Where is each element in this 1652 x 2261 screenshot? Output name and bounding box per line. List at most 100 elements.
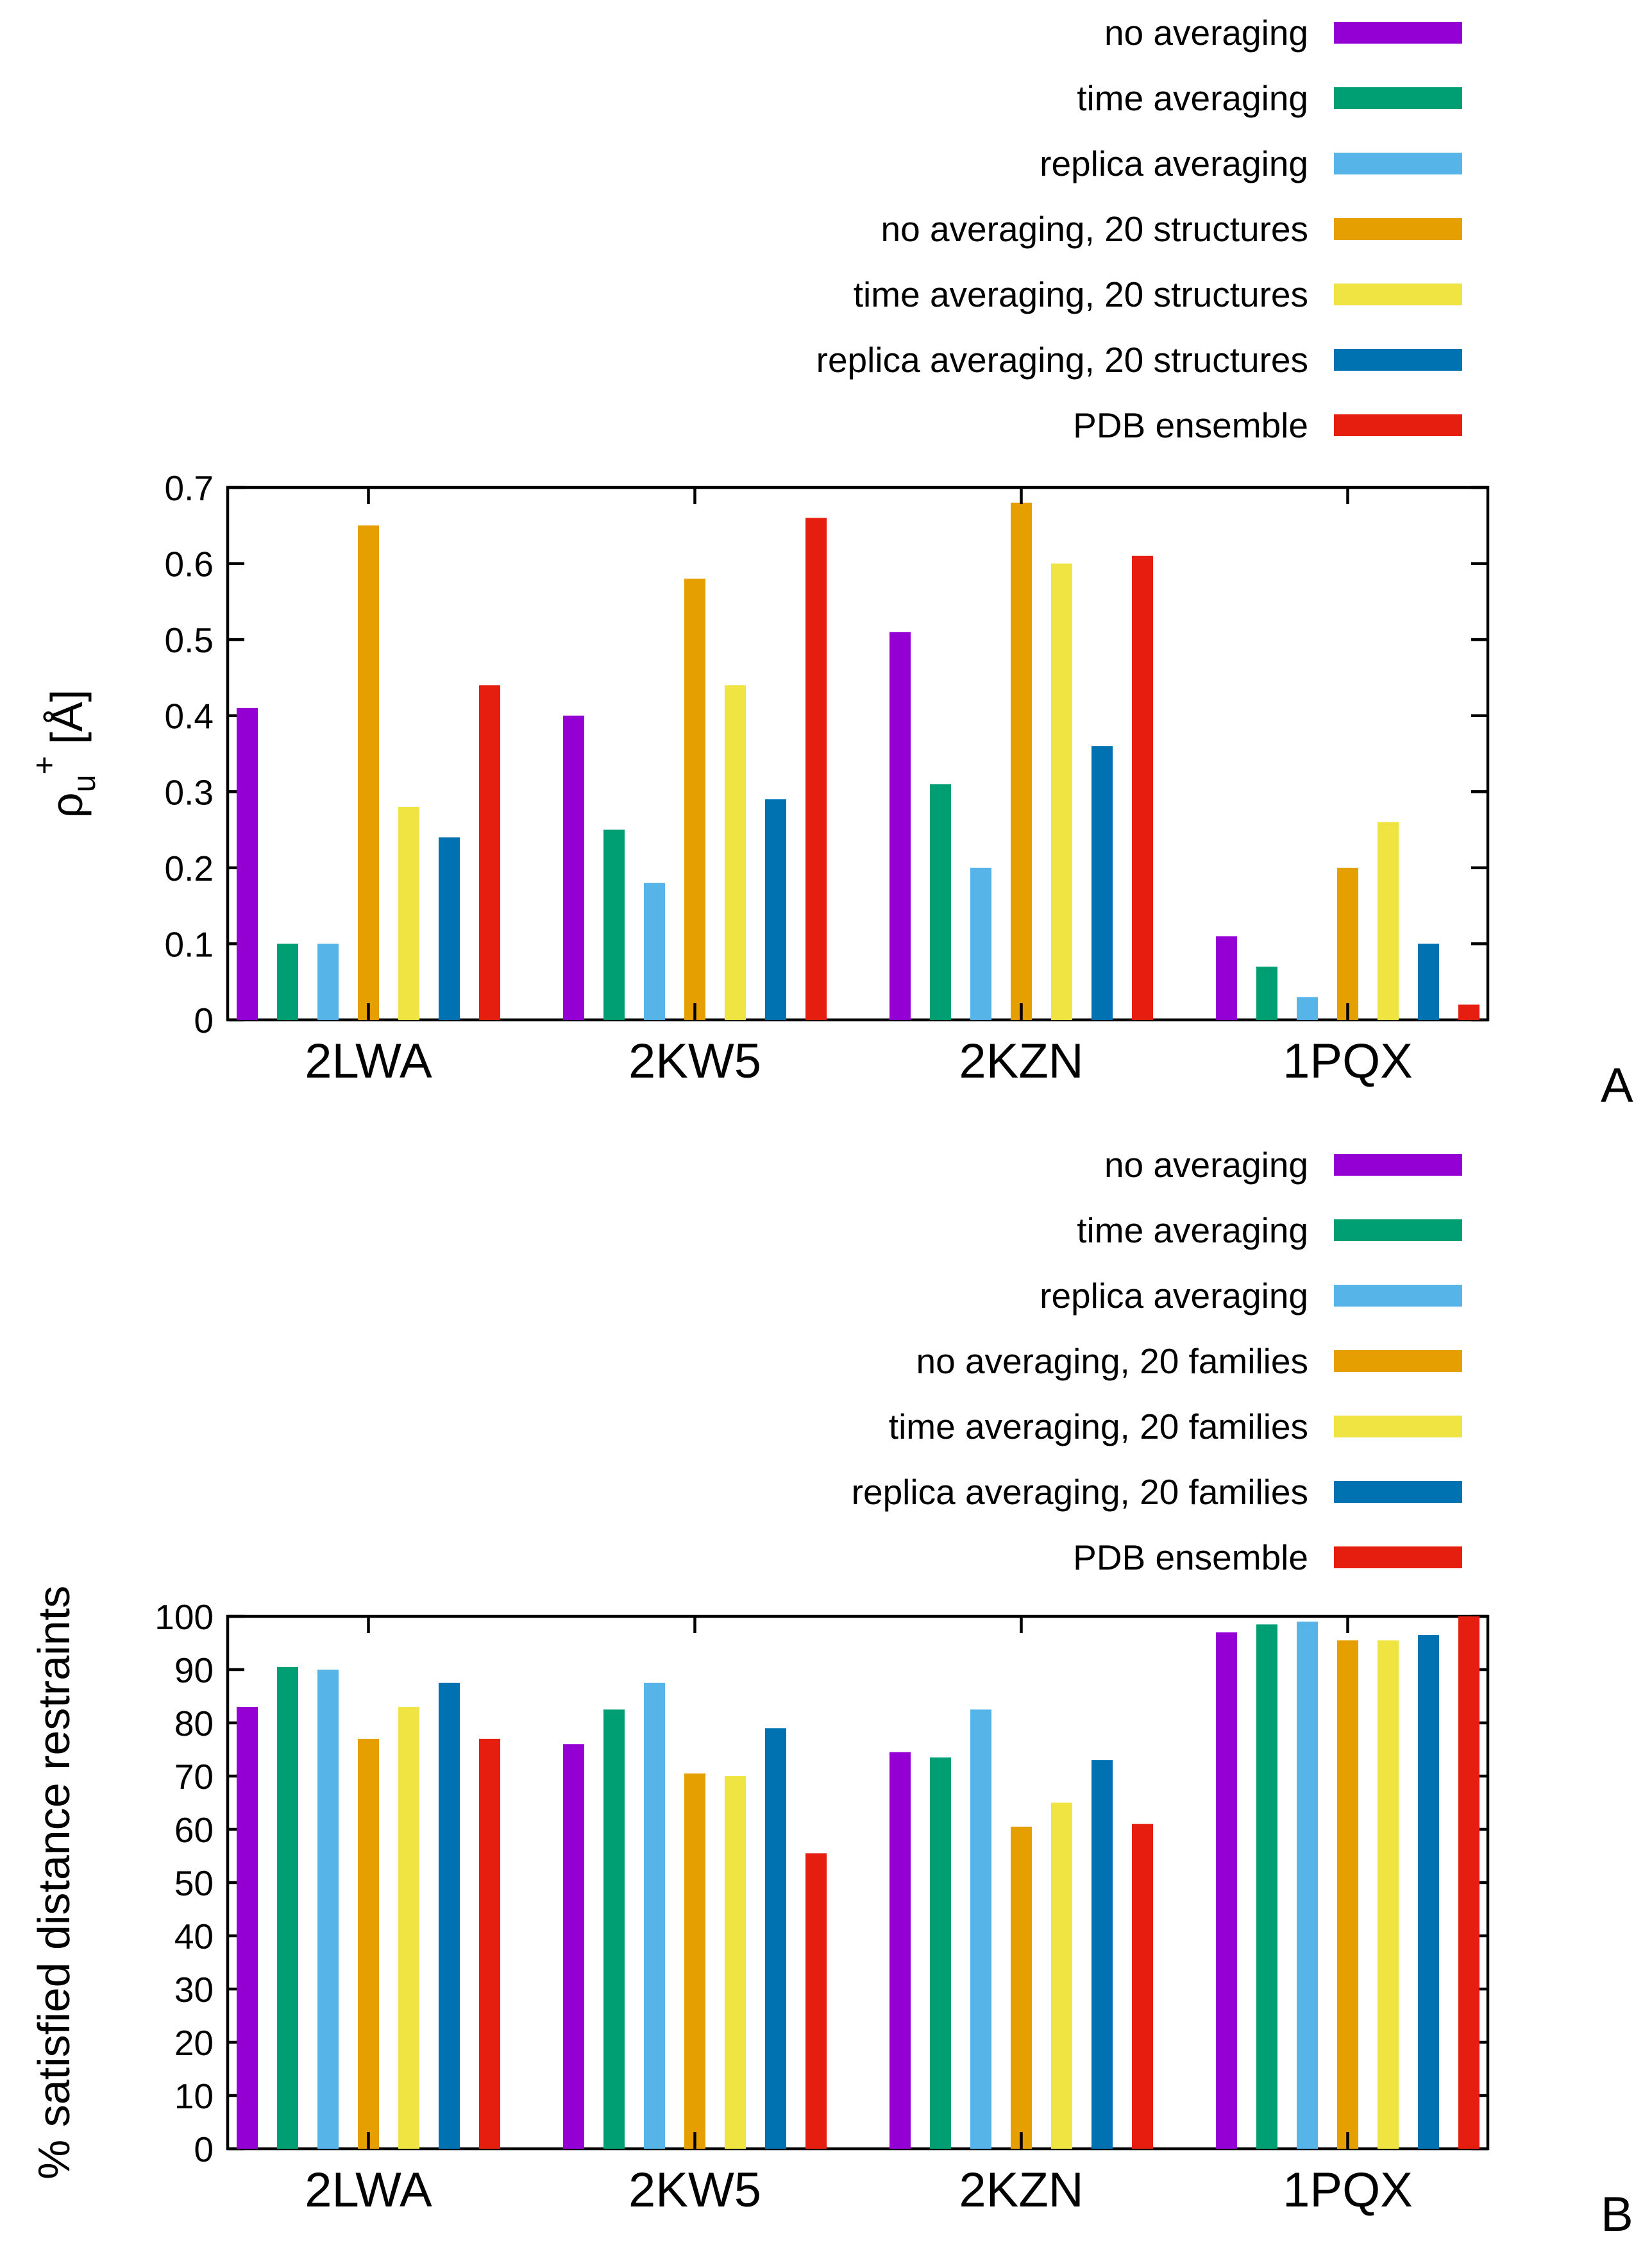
legend-swatch-a-3 — [1334, 218, 1462, 240]
x-tick-label-b-0: 2LWA — [305, 2163, 432, 2217]
y-tick-label-b-0: 0 — [194, 2130, 214, 2169]
bar-b-2KZN-4 — [1051, 1802, 1072, 2149]
bar-b-2LWA-3 — [358, 1738, 379, 2149]
legend-swatch-b-5 — [1334, 1481, 1462, 1503]
bar-b-2KW5-6 — [805, 1853, 827, 2149]
y-axis-title-a-sub: u — [66, 775, 102, 793]
y-tick-label-b-8: 80 — [174, 1704, 214, 1743]
bar-b-2KW5-3 — [684, 1773, 705, 2149]
panel-a: no averaging time averaging replica averag… — [26, 13, 1633, 1113]
x-axis-b: 2LWA 2KW5 2KZN 1PQX — [305, 1616, 1413, 2217]
x-tick-label-a-0: 2LWA — [305, 1034, 432, 1088]
y-tick-label-b-4: 40 — [174, 1917, 214, 1956]
bar-a-2KW5-6 — [805, 518, 827, 1020]
legend-swatch-b-0 — [1334, 1154, 1462, 1176]
legend-label-b-2: replica averaging — [1040, 1276, 1308, 1316]
y-tick-label-b-9: 90 — [174, 1650, 214, 1690]
bar-a-2KZN-4 — [1051, 563, 1072, 1020]
bar-a-1PQX-2 — [1297, 997, 1318, 1020]
bar-a-2KZN-2 — [970, 867, 991, 1020]
y-tick-label-b-7: 70 — [174, 1757, 214, 1797]
legend-label-b-4: time averaging, 20 families — [889, 1407, 1308, 1446]
y-axis-a: 0 0.1 0.2 0.3 0.4 0.5 0.6 0.7 — [165, 468, 1488, 1040]
legend-swatch-a-4 — [1334, 284, 1462, 305]
y-tick-label-a-3: 0.3 — [165, 772, 214, 812]
y-tick-label-a-6: 0.6 — [165, 545, 214, 584]
y-tick-label-a-7: 0.7 — [165, 468, 214, 508]
bar-a-2KZN-1 — [930, 784, 951, 1020]
bar-a-2KZN-3 — [1011, 502, 1032, 1020]
bar-a-1PQX-6 — [1458, 1004, 1479, 1020]
bar-b-2KZN-3 — [1011, 1826, 1032, 2149]
bar-b-2LWA-4 — [398, 1707, 419, 2149]
x-tick-label-b-1: 2KW5 — [628, 2163, 761, 2217]
y-tick-label-b-1: 10 — [174, 2076, 214, 2116]
legend-label-a-3: no averaging, 20 structures — [881, 209, 1309, 249]
bar-a-2KW5-4 — [725, 685, 746, 1020]
bar-b-1PQX-5 — [1418, 1635, 1439, 2149]
x-tick-label-b-3: 1PQX — [1283, 2163, 1413, 2217]
bars-a — [237, 502, 1479, 1020]
bar-b-2KZN-5 — [1092, 1760, 1113, 2149]
bar-a-2KZN-6 — [1132, 555, 1153, 1020]
bar-b-1PQX-2 — [1297, 1622, 1318, 2149]
legend-label-a-2: replica averaging — [1040, 144, 1308, 183]
bar-b-2KW5-2 — [644, 1682, 665, 2149]
y-tick-label-b-5: 50 — [174, 1863, 214, 1903]
bar-b-2KW5-4 — [725, 1776, 746, 2149]
legend-label-a-6: PDB ensemble — [1073, 405, 1308, 445]
bar-a-2LWA-2 — [317, 944, 339, 1020]
y-tick-label-a-5: 0.5 — [165, 620, 214, 660]
bar-a-1PQX-5 — [1418, 944, 1439, 1020]
y-tick-label-a-4: 0.4 — [165, 697, 214, 736]
legend-swatch-a-1 — [1334, 87, 1462, 109]
legend-swatch-a-2 — [1334, 153, 1462, 174]
legend-swatch-b-3 — [1334, 1350, 1462, 1372]
bar-b-2KZN-6 — [1132, 1824, 1153, 2149]
y-tick-label-a-0: 0 — [194, 1001, 214, 1040]
bar-a-1PQX-0 — [1216, 936, 1237, 1020]
bar-a-2KW5-1 — [603, 829, 625, 1020]
bar-a-2LWA-0 — [237, 707, 258, 1020]
legend-label-b-1: time averaging — [1077, 1210, 1308, 1250]
y-axis-title-a-symbol: ρ — [42, 792, 92, 818]
bar-b-1PQX-6 — [1458, 1616, 1479, 2149]
legend-swatch-b-4 — [1334, 1416, 1462, 1437]
panel-b: no averaging time averaging replica averag… — [29, 1145, 1633, 2242]
legend-swatch-b-2 — [1334, 1285, 1462, 1307]
bar-a-1PQX-3 — [1337, 867, 1358, 1020]
legend-swatch-a-6 — [1334, 414, 1462, 436]
bar-b-1PQX-4 — [1378, 1640, 1399, 2149]
legend-swatch-b-1 — [1334, 1219, 1462, 1241]
legend-label-b-5: replica averaging, 20 families — [852, 1472, 1308, 1512]
bars-b — [237, 1616, 1479, 2149]
x-axis-a: 2LWA 2KW5 2KZN 1PQX — [305, 487, 1413, 1088]
y-axis-title-a-sup: + — [26, 756, 62, 774]
bar-b-1PQX-3 — [1337, 1640, 1358, 2149]
bar-b-2KZN-2 — [970, 1709, 991, 2149]
legend-label-a-5: replica averaging, 20 structures — [816, 340, 1308, 380]
panel-label-b: B — [1601, 2187, 1633, 2242]
bar-a-2KW5-3 — [684, 579, 705, 1020]
bar-b-1PQX-0 — [1216, 1632, 1237, 2149]
bar-a-2LWA-3 — [358, 525, 379, 1020]
bar-a-2LWA-5 — [439, 837, 460, 1020]
bar-a-2KW5-0 — [563, 715, 584, 1020]
x-tick-label-a-3: 1PQX — [1283, 1034, 1413, 1088]
bar-a-1PQX-4 — [1378, 822, 1399, 1020]
bar-b-2KW5-1 — [603, 1709, 625, 2149]
panel-label-a: A — [1601, 1058, 1633, 1113]
legend-label-a-1: time averaging — [1077, 78, 1308, 118]
legend-a: no averaging time averaging replica averag… — [816, 13, 1462, 445]
legend-b: no averaging time averaging replica averag… — [852, 1145, 1462, 1577]
y-tick-label-b-6: 60 — [174, 1810, 214, 1850]
bar-b-2LWA-1 — [277, 1666, 298, 2149]
bar-b-2KW5-0 — [563, 1744, 584, 2149]
y-tick-label-b-3: 30 — [174, 1970, 214, 2010]
bar-b-2KZN-0 — [889, 1752, 911, 2149]
bar-b-2KZN-1 — [930, 1757, 951, 2149]
bar-a-2KZN-5 — [1092, 746, 1113, 1020]
y-tick-label-a-1: 0.1 — [165, 924, 214, 964]
legend-swatch-b-6 — [1334, 1546, 1462, 1568]
y-axis-title-a-unit: [Å] — [42, 690, 92, 745]
